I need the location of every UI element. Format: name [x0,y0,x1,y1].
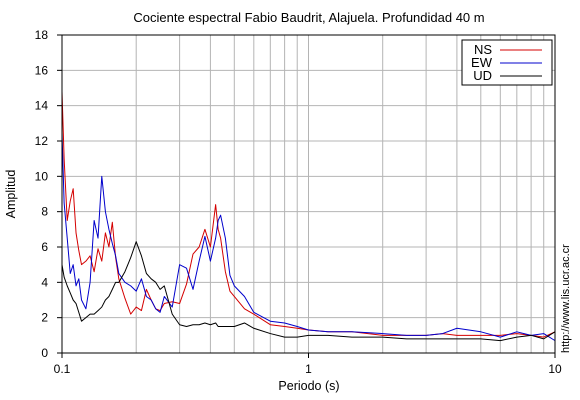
y-tick-label: 4 [41,275,48,289]
legend-label-ew: EW [471,55,493,70]
y-tick-label: 0 [41,346,48,360]
legend-label-ud: UD [473,68,492,83]
y-tick-label: 8 [41,205,48,219]
x-axis-label: Periodo (s) [278,379,339,393]
grid-lines [62,35,555,353]
series-line-ew [61,132,556,342]
y-tick-label: 16 [35,63,49,77]
legend-label-ns: NS [474,42,492,57]
series-line-ud [61,241,556,342]
chart-title: Cociente espectral Fabio Baudrit, Alajue… [133,10,484,25]
y-tick-label: 12 [35,134,49,148]
axis-ticks: 0 2 4 6 8 10 12 14 16 18 0.1 1 10 [35,28,562,376]
x-tick-label: 1 [305,362,312,376]
y-tick-label: 6 [41,240,48,254]
source-url-annotation: http://www.lis.ucr.ac.cr [560,244,572,353]
series-line-ns [61,91,556,338]
y-tick-label: 2 [41,311,48,325]
x-tick-label: 0.1 [54,362,71,376]
y-tick-label: 18 [35,28,49,42]
y-tick-label: 10 [35,169,49,183]
y-tick-label: 14 [35,99,49,113]
y-axis-label: Amplitud [4,170,18,219]
x-tick-label: 10 [548,362,562,376]
series-lines [61,91,556,342]
